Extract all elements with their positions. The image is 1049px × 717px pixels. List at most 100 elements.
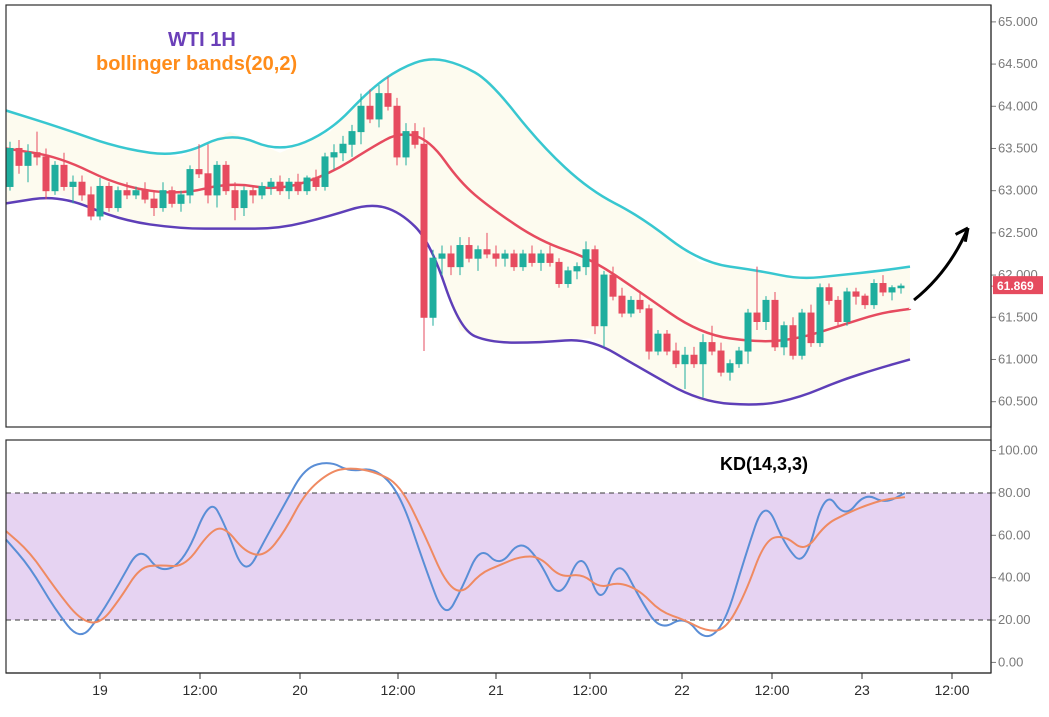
candle-body: [682, 355, 688, 363]
candle-body: [430, 258, 436, 317]
candle-body: [151, 199, 157, 207]
candle-body: [484, 250, 490, 254]
candle-body: [772, 300, 778, 346]
candle-body: [160, 191, 166, 208]
candle-body: [259, 186, 265, 194]
candle-body: [340, 144, 346, 152]
candle-body: [601, 275, 607, 326]
candle-body: [322, 157, 328, 187]
candle-body: [349, 132, 355, 145]
time-tick-label: 12:00: [380, 682, 415, 698]
title-line1: WTI 1H: [168, 29, 236, 51]
candle-body: [475, 250, 481, 258]
candle-body: [34, 153, 40, 157]
candle-body: [241, 191, 247, 208]
price-tick-label: 60.500: [998, 394, 1038, 409]
time-tick-label: 12:00: [934, 682, 969, 698]
candle-body: [304, 178, 310, 191]
candle-body: [16, 148, 22, 165]
candle-body: [232, 191, 238, 208]
price-tick-label: 63.000: [998, 183, 1038, 198]
candle-body: [223, 165, 229, 190]
candle-body: [88, 195, 94, 216]
candle-body: [565, 271, 571, 284]
candle-body: [457, 246, 463, 267]
candle-body: [844, 292, 850, 322]
candle-body: [286, 182, 292, 190]
candle-body: [709, 343, 715, 351]
candle-body: [889, 288, 895, 292]
kd-tick-label: 40.00: [998, 570, 1031, 585]
chart-root: 65.00064.50064.00063.50063.00062.50062.0…: [0, 0, 1049, 717]
time-tick-label: 12:00: [754, 682, 789, 698]
candle-body: [7, 148, 13, 186]
candle-body: [169, 191, 175, 204]
candle-body: [583, 250, 589, 267]
chart-svg[interactable]: 65.00064.50064.00063.50063.00062.50062.0…: [0, 0, 1049, 717]
candle-body: [691, 355, 697, 363]
candle-body: [871, 284, 877, 305]
candle-body: [817, 288, 823, 343]
candle-body: [394, 106, 400, 157]
candle-body: [628, 300, 634, 313]
candle-body: [115, 191, 121, 208]
candle-body: [412, 132, 418, 145]
candle-body: [664, 334, 670, 351]
candle-body: [790, 326, 796, 356]
candle-body: [124, 191, 130, 195]
candle-body: [520, 254, 526, 267]
candle-body: [646, 309, 652, 351]
candle-body: [502, 254, 508, 258]
candle-body: [592, 250, 598, 326]
candle-body: [250, 191, 256, 195]
candle-body: [880, 284, 886, 292]
candle-body: [385, 94, 391, 107]
candle-body: [511, 254, 517, 267]
candle-body: [277, 182, 283, 190]
price-tick-label: 62.500: [998, 225, 1038, 240]
candle-body: [610, 275, 616, 296]
time-tick-label: 21: [488, 682, 504, 698]
bb-fill: [6, 57, 910, 406]
candle-body: [268, 182, 274, 186]
candle-body: [61, 165, 67, 186]
time-tick-label: 12:00: [572, 682, 607, 698]
candle-body: [25, 153, 31, 166]
candle-body: [727, 364, 733, 372]
candle-body: [403, 132, 409, 157]
candle-body: [556, 262, 562, 283]
candle-body: [52, 165, 58, 190]
candle-body: [493, 254, 499, 258]
candle-body: [574, 267, 580, 271]
candle-body: [853, 292, 859, 296]
candle-body: [547, 254, 553, 262]
candle-body: [106, 186, 112, 207]
candle-body: [835, 300, 841, 321]
time-tick-label: 23: [854, 682, 870, 698]
candle-body: [331, 153, 337, 157]
candle-body: [448, 254, 454, 267]
kd-tick-label: 20.00: [998, 612, 1031, 627]
candle-body: [97, 186, 103, 216]
candle-body: [673, 351, 679, 364]
candle-body: [421, 144, 427, 317]
kd-label: KD(14,3,3): [720, 454, 808, 474]
candle-body: [799, 313, 805, 355]
price-tag-text: 61.869: [997, 279, 1034, 293]
candle-body: [376, 94, 382, 119]
candle-body: [898, 286, 904, 288]
time-tick-label: 19: [92, 682, 108, 698]
kd-tick-label: 60.00: [998, 527, 1031, 542]
arrow-body: [914, 228, 968, 300]
candle-body: [754, 313, 760, 321]
time-tick-label: 20: [292, 682, 308, 698]
candle-body: [655, 334, 661, 351]
price-tick-label: 63.500: [998, 140, 1038, 155]
title-line2: bollinger bands(20,2): [96, 53, 297, 75]
candle-body: [43, 157, 49, 191]
candle-body: [538, 254, 544, 262]
candle-body: [826, 288, 832, 301]
candle-body: [187, 170, 193, 195]
price-tick-label: 64.500: [998, 56, 1038, 71]
candle-body: [178, 195, 184, 203]
